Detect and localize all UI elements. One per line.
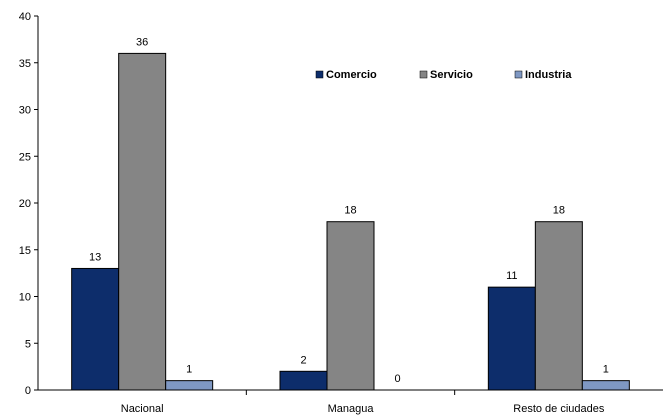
y-axis: 0 5 10 15 20 25 30 35 40 xyxy=(19,11,39,397)
data-label: 1 xyxy=(603,364,609,376)
data-label: 18 xyxy=(553,205,565,217)
y-tick-label: 5 xyxy=(25,338,31,350)
x-axis: Nacional Managua Resto de ciudades xyxy=(38,389,663,415)
legend-swatch xyxy=(514,70,523,79)
legend-swatch xyxy=(315,70,324,79)
data-label: 18 xyxy=(344,205,356,217)
bar xyxy=(487,286,536,391)
y-tick-label: 30 xyxy=(19,105,31,117)
legend-label: Comercio xyxy=(326,69,377,81)
bar xyxy=(165,380,214,391)
legend-swatch xyxy=(419,70,428,79)
y-tick-label: 25 xyxy=(19,151,31,163)
data-label: 11 xyxy=(506,270,517,282)
data-label: 13 xyxy=(89,251,101,263)
y-tick-label: 15 xyxy=(19,245,31,257)
data-labels: 13 36 1 2 18 0 11 18 1 xyxy=(89,36,609,385)
legend-label: Industria xyxy=(525,69,572,81)
bar xyxy=(581,380,630,391)
y-tick-label: 40 xyxy=(19,11,31,23)
bars xyxy=(71,52,630,391)
bar xyxy=(118,52,167,391)
data-label: 2 xyxy=(300,354,306,366)
legend: Comercio Servicio Industria xyxy=(315,69,572,81)
bar xyxy=(279,370,328,391)
x-tick-label: Nacional xyxy=(121,403,164,415)
x-tick-label: Resto de ciudades xyxy=(513,403,605,415)
x-tick-label: Managua xyxy=(328,403,375,415)
data-label: 1 xyxy=(186,364,192,376)
data-label: 0 xyxy=(394,373,400,385)
bar xyxy=(326,221,375,391)
y-tick-label: 20 xyxy=(19,198,31,210)
legend-label: Servicio xyxy=(430,69,473,81)
y-tick-label: 35 xyxy=(19,58,31,70)
data-label: 36 xyxy=(136,36,148,48)
bar xyxy=(71,267,120,391)
y-tick-label: 0 xyxy=(25,385,31,397)
bar xyxy=(534,221,583,391)
y-tick-label: 10 xyxy=(19,292,31,304)
